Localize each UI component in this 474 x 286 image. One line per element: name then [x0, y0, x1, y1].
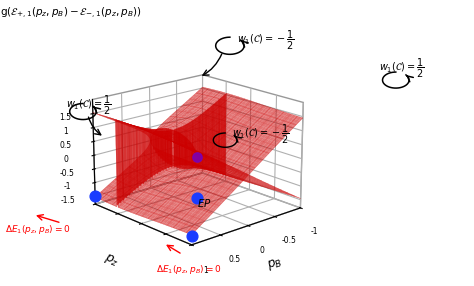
- Text: $w_1(\mathcal{C}) = \dfrac{1}{2}$: $w_1(\mathcal{C}) = \dfrac{1}{2}$: [66, 94, 112, 118]
- Text: $\Delta E_1(p_z,p_B)=0$: $\Delta E_1(p_z,p_B)=0$: [5, 223, 70, 236]
- Text: $\mathrm{g}(\mathcal{E}_{+,1}(p_z,p_B) - \mathcal{E}_{-,1}(p_z,p_B))$: $\mathrm{g}(\mathcal{E}_{+,1}(p_z,p_B) -…: [0, 6, 142, 21]
- Text: $w_1(\mathcal{C}) = \dfrac{1}{2}$: $w_1(\mathcal{C}) = \dfrac{1}{2}$: [379, 57, 425, 80]
- Text: $\Delta E_1(p_z,p_B)=0$: $\Delta E_1(p_z,p_B)=0$: [156, 263, 222, 276]
- Text: $w_1(\mathcal{C}) = -\dfrac{1}{2}$: $w_1(\mathcal{C}) = -\dfrac{1}{2}$: [237, 29, 295, 52]
- Text: $w_1(\mathcal{C}) = -\dfrac{1}{2}$: $w_1(\mathcal{C}) = -\dfrac{1}{2}$: [232, 123, 290, 146]
- X-axis label: $p_B$: $p_B$: [266, 255, 285, 273]
- Y-axis label: $p_z$: $p_z$: [102, 251, 121, 270]
